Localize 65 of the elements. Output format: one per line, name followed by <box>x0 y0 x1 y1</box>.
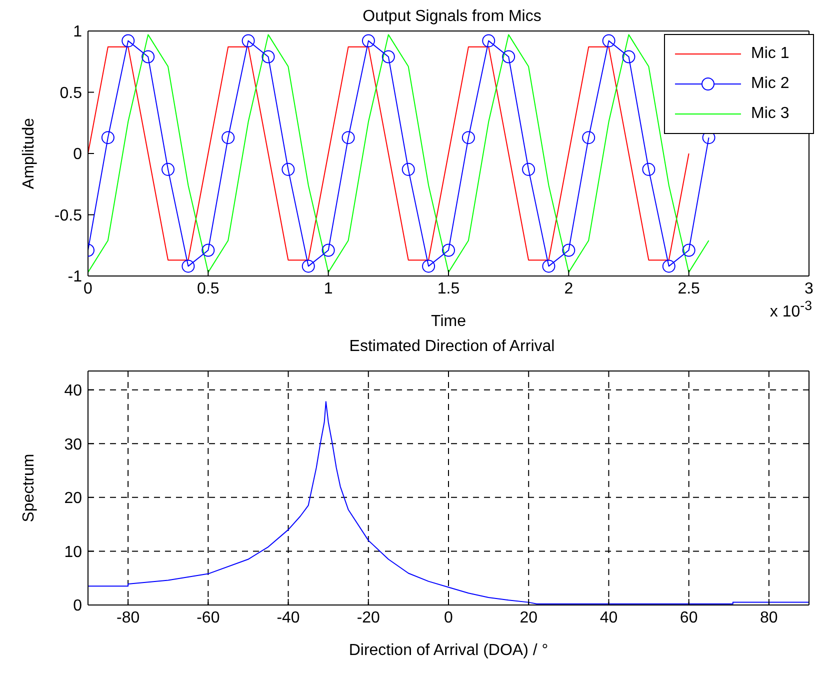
chart-title: Output Signals from Mics <box>362 8 542 25</box>
point <box>662 260 676 273</box>
text: x 10$^{-3}$ <box>770 298 812 322</box>
y-tick-label: 0 <box>73 598 82 615</box>
point <box>142 50 155 64</box>
legend-label: Mic 1 <box>751 45 790 63</box>
x-tick-label: 1 <box>324 280 333 298</box>
point <box>542 260 556 273</box>
point <box>122 34 135 48</box>
y-tick-label: -1 <box>68 268 82 286</box>
x-tick-label: -40 <box>276 609 300 626</box>
point <box>442 244 455 257</box>
y-tick-label: 0.5 <box>60 84 82 102</box>
point <box>202 244 215 257</box>
y-tick-label: 30 <box>64 436 82 454</box>
x-tick-label: -60 <box>196 609 220 626</box>
y-tick-label: 1 <box>73 24 82 41</box>
x-tick-label: 80 <box>760 609 778 626</box>
point <box>402 162 415 176</box>
y-tick-label: 0 <box>73 146 82 164</box>
point <box>462 131 475 144</box>
y-tick-label: 20 <box>64 490 82 508</box>
point <box>222 131 235 144</box>
point <box>242 34 255 48</box>
point <box>642 162 656 176</box>
y-tick-label: -0.5 <box>54 207 82 224</box>
point <box>162 162 175 176</box>
x-tick-label: 3 <box>804 280 814 298</box>
point <box>101 131 114 144</box>
x-tick-label: 0 <box>444 609 454 626</box>
point <box>382 50 395 64</box>
point <box>282 162 295 176</box>
point <box>522 162 536 176</box>
point <box>422 260 436 273</box>
legend-label: Mic 2 <box>751 75 790 93</box>
point <box>362 34 375 48</box>
y-axis-title: Amplitude <box>20 118 38 190</box>
x-tick-label: 1.5 <box>437 280 460 298</box>
point <box>582 131 596 144</box>
point <box>182 260 195 273</box>
x-tick-label: 2.5 <box>678 280 700 298</box>
x-tick-label: 40 <box>600 609 618 626</box>
y-tick-label: 10 <box>64 544 82 561</box>
x-tick-label: 20 <box>520 609 538 626</box>
point <box>682 244 696 257</box>
point <box>602 34 616 48</box>
x-tick-label: -80 <box>116 609 140 626</box>
point <box>482 34 496 48</box>
point <box>622 50 636 64</box>
y-tick-label: 40 <box>64 382 82 400</box>
point <box>322 244 335 257</box>
point <box>562 244 576 257</box>
point <box>342 131 355 144</box>
y-axis-title: Spectrum <box>20 454 38 522</box>
x-axis-title: Time <box>431 313 466 330</box>
legend-label: Mic 3 <box>751 105 790 123</box>
point <box>502 50 516 64</box>
x-tick-label: 2 <box>564 280 574 298</box>
x-axis-title: Direction of Arrival (DOA) / ° <box>348 642 548 659</box>
x-tick-label: -20 <box>356 609 380 626</box>
chart-title: Estimated Direction of Arrival <box>348 338 556 356</box>
x-tick-label: 60 <box>680 609 698 626</box>
point <box>262 50 275 64</box>
x-tick-label: 0.5 <box>197 280 220 298</box>
point <box>302 260 315 273</box>
